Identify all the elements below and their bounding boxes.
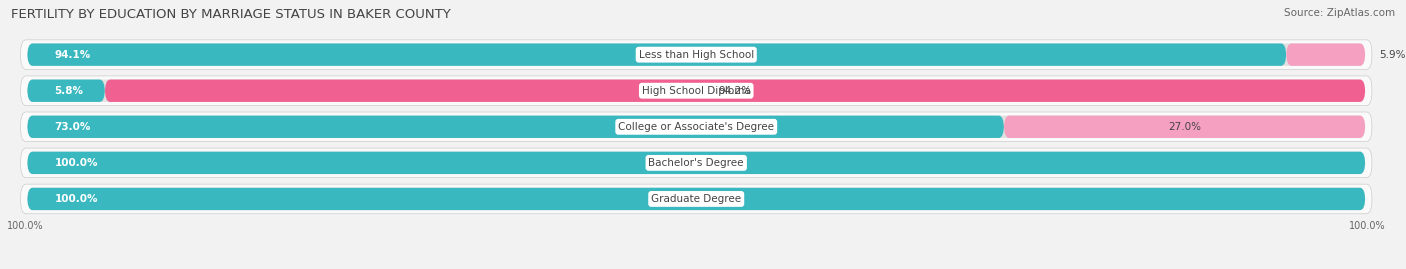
Text: Bachelor's Degree: Bachelor's Degree [648, 158, 744, 168]
FancyBboxPatch shape [27, 116, 1004, 138]
FancyBboxPatch shape [27, 80, 105, 102]
Text: College or Associate's Degree: College or Associate's Degree [619, 122, 775, 132]
FancyBboxPatch shape [27, 116, 1365, 138]
Text: 94.1%: 94.1% [55, 50, 90, 60]
Text: 100.0%: 100.0% [55, 194, 98, 204]
Text: 73.0%: 73.0% [55, 122, 91, 132]
FancyBboxPatch shape [1004, 116, 1365, 138]
Text: Source: ZipAtlas.com: Source: ZipAtlas.com [1284, 8, 1395, 18]
FancyBboxPatch shape [21, 40, 1372, 69]
FancyBboxPatch shape [27, 44, 1286, 66]
Text: 94.2%: 94.2% [718, 86, 752, 96]
FancyBboxPatch shape [27, 188, 1365, 210]
Text: High School Diploma: High School Diploma [643, 86, 751, 96]
Text: FERTILITY BY EDUCATION BY MARRIAGE STATUS IN BAKER COUNTY: FERTILITY BY EDUCATION BY MARRIAGE STATU… [11, 8, 451, 21]
FancyBboxPatch shape [27, 152, 1365, 174]
Text: 5.9%: 5.9% [1379, 50, 1405, 60]
FancyBboxPatch shape [105, 80, 1365, 102]
FancyBboxPatch shape [21, 184, 1372, 214]
FancyBboxPatch shape [27, 188, 1365, 210]
Text: Less than High School: Less than High School [638, 50, 754, 60]
FancyBboxPatch shape [27, 44, 1365, 66]
Text: 100.0%: 100.0% [55, 158, 98, 168]
FancyBboxPatch shape [21, 112, 1372, 141]
FancyBboxPatch shape [27, 152, 1365, 174]
Text: 5.8%: 5.8% [55, 86, 83, 96]
FancyBboxPatch shape [27, 80, 1365, 102]
FancyBboxPatch shape [21, 148, 1372, 178]
FancyBboxPatch shape [21, 76, 1372, 105]
FancyBboxPatch shape [1286, 44, 1365, 66]
Text: 27.0%: 27.0% [1168, 122, 1201, 132]
Text: Graduate Degree: Graduate Degree [651, 194, 741, 204]
Text: 100.0%: 100.0% [1348, 221, 1385, 231]
Text: 100.0%: 100.0% [7, 221, 44, 231]
